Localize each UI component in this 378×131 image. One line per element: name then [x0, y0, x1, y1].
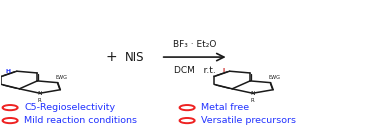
- Text: Mild reaction conditions: Mild reaction conditions: [25, 116, 138, 125]
- FancyArrowPatch shape: [164, 53, 224, 61]
- Text: EWG: EWG: [268, 75, 280, 80]
- Text: H: H: [5, 69, 11, 74]
- Text: Versatile precursors: Versatile precursors: [201, 116, 296, 125]
- Text: R: R: [251, 98, 254, 103]
- Text: BF₃ · Et₂O: BF₃ · Et₂O: [173, 40, 216, 49]
- Text: EWG: EWG: [56, 75, 68, 80]
- Text: R: R: [38, 98, 42, 103]
- Text: N: N: [250, 91, 255, 96]
- Text: Metal free: Metal free: [201, 103, 249, 112]
- Text: DCM   r.t.: DCM r.t.: [174, 66, 215, 75]
- Text: NIS: NIS: [125, 51, 144, 64]
- Text: N: N: [38, 91, 42, 96]
- Text: C5-Regioselectivity: C5-Regioselectivity: [25, 103, 116, 112]
- Text: +: +: [106, 50, 118, 64]
- Text: I: I: [222, 68, 225, 73]
